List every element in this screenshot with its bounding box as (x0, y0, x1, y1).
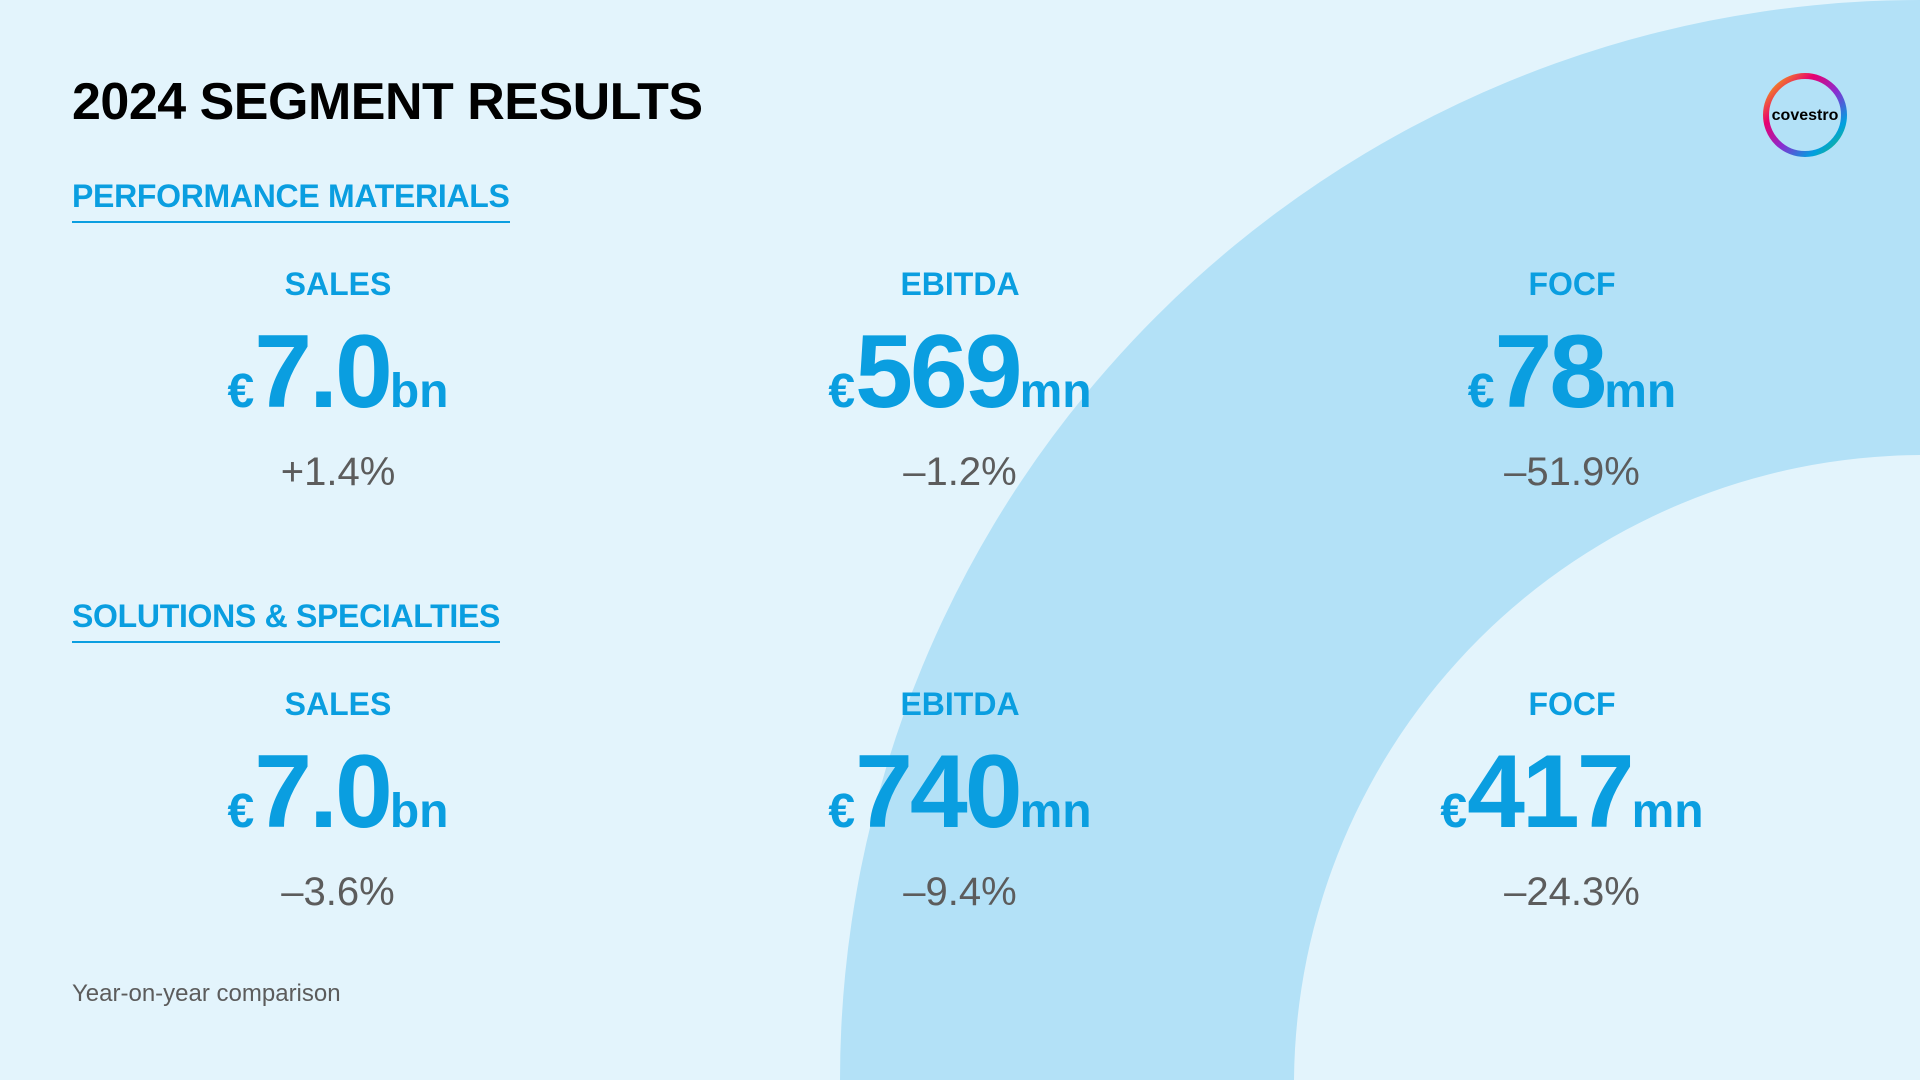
metric-change: –1.2% (903, 450, 1017, 494)
logo-text: covestro (1772, 107, 1839, 124)
metric-number: 569 (855, 314, 1023, 430)
covestro-logo: covestro (1760, 70, 1850, 160)
metric-label: SALES (284, 686, 392, 722)
metric-value: €7.0bn (108, 320, 568, 424)
currency-symbol: € (828, 785, 856, 838)
metric-change: –24.3% (1504, 870, 1640, 914)
metric-label: EBITDA (900, 686, 1020, 722)
metric-number: 7.0 (254, 734, 393, 850)
currency-symbol: € (1467, 365, 1495, 418)
metric-unit: mn (1019, 365, 1092, 418)
metric-number: 7.0 (254, 314, 393, 430)
metric-change: –51.9% (1504, 450, 1640, 494)
metric-pm-ebitda: EBITDA €569mn –1.2% (730, 264, 1190, 494)
metric-value: €569mn (730, 320, 1190, 424)
metric-ss-sales: SALES €7.0bn –3.6% (108, 684, 568, 914)
metric-unit: mn (1019, 785, 1092, 838)
metric-number: 417 (1467, 734, 1635, 850)
currency-symbol: € (227, 365, 255, 418)
metric-value: €78mn (1342, 320, 1802, 424)
segment-title-solutions-specialties: SOLUTIONS & SPECIALTIES (72, 598, 500, 643)
segment-title-performance-materials: PERFORMANCE MATERIALS (72, 178, 510, 223)
metric-pm-focf: FOCF €78mn –51.9% (1342, 264, 1802, 494)
metric-label: FOCF (1528, 266, 1616, 302)
metric-unit: bn (389, 365, 449, 418)
metric-label: SALES (284, 266, 392, 302)
currency-symbol: € (1440, 785, 1468, 838)
metric-value: €7.0bn (108, 740, 568, 844)
currency-symbol: € (227, 785, 255, 838)
metric-label: FOCF (1528, 686, 1616, 722)
metric-pm-sales: SALES €7.0bn +1.4% (108, 264, 568, 494)
metric-value: €740mn (730, 740, 1190, 844)
metric-number: 740 (855, 734, 1023, 850)
page-title: 2024 SEGMENT RESULTS (72, 73, 703, 131)
metric-change: +1.4% (280, 450, 396, 494)
metric-value: €417mn (1342, 740, 1802, 844)
metric-change: –3.6% (281, 870, 395, 914)
metric-label: EBITDA (900, 266, 1020, 302)
currency-symbol: € (828, 365, 856, 418)
metric-ss-focf: FOCF €417mn –24.3% (1342, 684, 1802, 914)
metric-number: 78 (1494, 314, 1608, 430)
metric-unit: mn (1631, 785, 1704, 838)
metric-unit: mn (1604, 365, 1677, 418)
metric-ss-ebitda: EBITDA €740mn –9.4% (730, 684, 1190, 914)
metric-change: –9.4% (903, 870, 1017, 914)
metric-unit: bn (389, 785, 449, 838)
footnote: Year-on-year comparison (72, 980, 341, 1007)
